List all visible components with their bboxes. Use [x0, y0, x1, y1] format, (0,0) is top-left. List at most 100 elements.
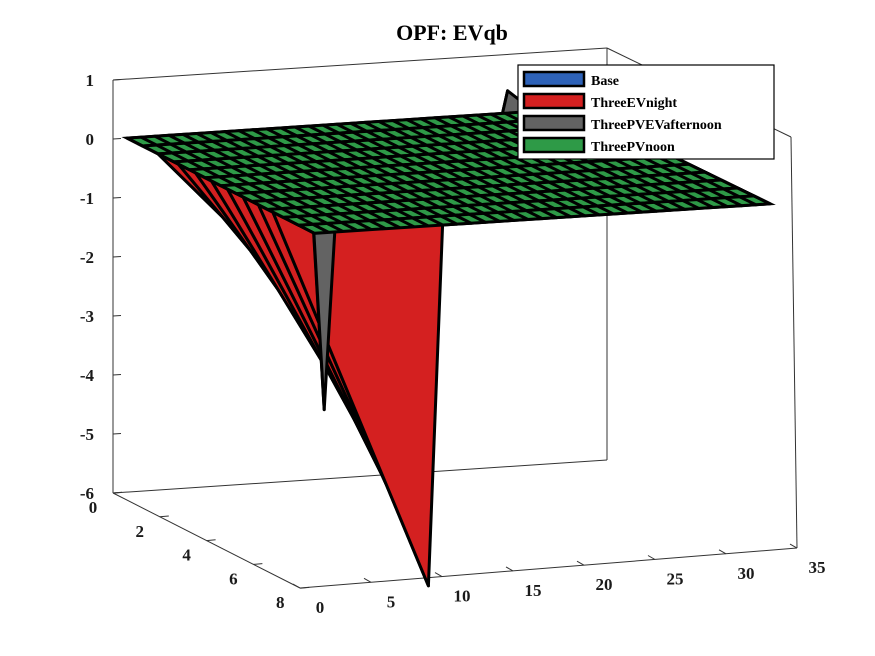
threepvnoon-grid-line	[682, 199, 700, 210]
z-tick-label: 1	[86, 71, 95, 90]
threepvnoon-grid-line	[355, 220, 373, 231]
z-tick-label: -3	[80, 307, 94, 326]
z-tick-label: -5	[80, 425, 94, 444]
legend-swatch-threepvevafternoon	[522, 114, 586, 132]
threepvnoon-grid-line	[378, 120, 396, 131]
z-tick-mark	[112, 138, 122, 140]
threepvnoon-grid-line	[232, 174, 250, 186]
legend-label-threepvevafternoon: ThreePVEVafternoon	[591, 118, 722, 133]
y-tick-label: 4	[182, 546, 191, 565]
chart-title: OPF: EVqb	[396, 20, 508, 45]
threepvnoon-grid-line	[753, 194, 771, 206]
z-tick-mark	[112, 197, 122, 199]
threepvnoon-grid-line	[596, 204, 615, 216]
threepvnoon-grid-line	[610, 203, 629, 215]
threepvnoon-grid-line	[621, 185, 639, 196]
right-vertical-edge	[790, 136, 798, 549]
threepvnoon-grid-line	[706, 179, 725, 191]
threepvnoon-grid-line	[738, 195, 757, 207]
threepvnoon-grid-line	[696, 198, 714, 209]
z-tick-mark	[112, 79, 122, 81]
threepvnoon-grid-line	[468, 141, 486, 152]
x-tick-mark	[363, 577, 372, 583]
threepvnoon-grid-line	[539, 208, 558, 219]
threepvnoon-grid-line	[340, 221, 358, 232]
threepvnoon-grid-line	[420, 117, 438, 129]
threepvnoon-grid-line	[550, 189, 568, 201]
threepvnoon-grid-line	[678, 181, 696, 193]
threepvnoon-grid-line	[171, 151, 189, 163]
threepvnoon-grid-line	[635, 184, 654, 195]
threepvnoon-grid-line	[710, 197, 729, 208]
legend-label-base: Base	[591, 74, 619, 89]
back-floor-edge	[112, 459, 608, 494]
threepvnoon-grid-line	[454, 142, 472, 153]
x-axis-line	[299, 547, 798, 589]
z-tick-mark	[112, 374, 122, 376]
x-tick-mark	[718, 549, 727, 555]
threepvnoon-grid-line	[601, 159, 619, 171]
z-tick-label: -6	[80, 484, 94, 503]
threepvnoon-grid-line	[241, 147, 259, 158]
threepvnoon-grid-line	[440, 214, 458, 226]
threepvnoon-grid-line	[218, 175, 236, 187]
threepvnoon-grid-line	[625, 202, 643, 214]
threepvnoon-grid-line	[544, 163, 563, 174]
surface-layer	[121, 89, 776, 588]
legend-item-threeevnight: ThreeEVnight	[522, 92, 677, 111]
threepvnoon-grid-line	[516, 165, 534, 176]
threepvnoon-grid-line	[227, 148, 245, 159]
threepvnoon-grid-line	[564, 188, 583, 200]
threepvnoon-grid-line	[260, 172, 278, 184]
y-tick-mark	[112, 491, 123, 494]
z-tick-label: -2	[80, 248, 94, 267]
threepvnoon-grid-line	[511, 210, 529, 221]
threepvnoon-grid-line	[298, 224, 316, 235]
threepvnoon-grid-line	[326, 222, 344, 233]
threepvnoon-grid-line	[440, 143, 458, 154]
threepvnoon-grid-line	[573, 161, 591, 172]
threepvnoon-grid-line	[578, 187, 597, 199]
z-tick-mark	[112, 433, 122, 435]
threepvnoon-grid-line	[434, 116, 452, 128]
threepvnoon-grid-line	[199, 149, 217, 161]
y-axis-line	[112, 492, 301, 589]
x-tick-mark	[505, 566, 514, 572]
threepvnoon-grid-line	[312, 223, 330, 234]
threepvnoon-grid-line	[496, 139, 514, 150]
threepvnoon-grid-line	[490, 112, 508, 124]
z-tick-label: -4	[80, 366, 95, 385]
axes-box	[112, 47, 798, 589]
z-tick-mark	[112, 315, 122, 317]
threepvnoon-grid-line	[502, 165, 520, 177]
threepvnoon-grid-line	[392, 119, 410, 130]
threepvnoon-grid-line	[454, 213, 472, 225]
threepvnoon-grid-line	[307, 196, 325, 208]
x-tick-label: 25	[667, 570, 684, 589]
threepvnoon-grid-line	[350, 122, 368, 133]
threepvnoon-grid-line	[488, 166, 506, 178]
x-tick-label: 20	[596, 575, 613, 594]
threepvnoon-grid-line	[185, 150, 203, 162]
threepvnoon-grid-line	[468, 212, 486, 224]
threepvnoon-grid-line	[639, 201, 657, 213]
legend-swatch-threeevnight	[522, 92, 586, 110]
threepvnoon-grid-line	[246, 173, 264, 185]
legend-swatch-threepvnoon	[522, 136, 586, 154]
threepvnoon-grid-line	[255, 146, 273, 157]
threepvnoon-grid-line	[293, 197, 311, 209]
legend-item-threepvevafternoon: ThreePVEVafternoon	[522, 114, 722, 133]
legend-label-threepvnoon: ThreePVnoon	[591, 140, 675, 155]
x-tick-label: 5	[387, 592, 396, 611]
threepvnoon-grid-line	[667, 200, 686, 211]
legend: Base ThreeEVnight ThreePVEVafternoon Thr…	[517, 64, 775, 160]
threepvnoon-grid-line	[663, 182, 682, 194]
z-tick-mark	[112, 256, 122, 258]
x-tick-mark	[576, 560, 585, 566]
threepvnoon-grid-line	[482, 140, 500, 151]
y-tick-mark	[159, 515, 169, 518]
threepvnoon-grid-line	[397, 217, 415, 229]
y-tick-label: 8	[276, 593, 285, 612]
